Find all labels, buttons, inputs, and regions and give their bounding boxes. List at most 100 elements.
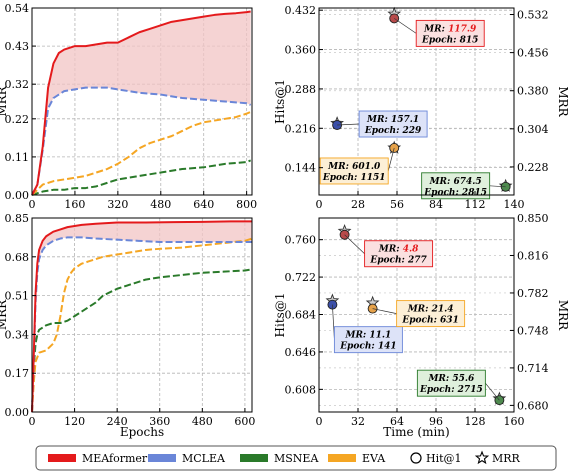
legend: MEAformer MCLEA MSNEA EVA Hit@1 MRR <box>35 445 557 471</box>
series-line-eva <box>31 110 252 196</box>
y-tick-label: 0.722 <box>285 271 317 284</box>
annotation-mr-label: MR: <box>366 115 391 125</box>
legend-label: MSNEA <box>274 452 319 465</box>
annotation-mr-value: 4.8 <box>403 245 419 255</box>
annotation-mr-mclea: MR: 11.1 <box>344 331 391 341</box>
annotation-mr-label: MR: <box>407 305 432 315</box>
y2-tick-label: 0.680 <box>517 399 549 412</box>
y-tick-label: 0.684 <box>285 309 317 322</box>
annotation-leader-msnea <box>485 382 500 401</box>
y2-tick-label: 0.456 <box>517 47 549 60</box>
annotation-mr-meaformer: MR: 4.8 <box>378 245 419 255</box>
legend-swatch-msnea <box>240 454 268 462</box>
annotation-mr-msnea: MR: 674.5 <box>429 177 482 187</box>
annotation-mr-value: 21.4 <box>431 305 454 315</box>
y-tick-label: 0.288 <box>285 83 317 96</box>
y-axis-label: Hits@1 <box>273 79 287 124</box>
annotation-mr-eva: MR: 21.4 <box>407 305 454 315</box>
x-tick-label: 600 <box>234 415 255 428</box>
y-tick-label: 0.85 <box>5 212 30 225</box>
series-line-eva <box>31 237 253 413</box>
annotation-mr-value: 601.0 <box>352 162 381 172</box>
series-line-mclea <box>31 236 252 413</box>
series-line-meaformer <box>31 10 251 196</box>
legend-label: EVA <box>362 452 386 465</box>
annotation-epoch-msnea: Epoch: 2715 <box>419 385 483 395</box>
x-tick-label: 480 <box>150 198 171 211</box>
annotation-leader-meaformer <box>344 234 365 254</box>
y-axis-label: MRR <box>0 299 9 330</box>
y-tick-label: 0.51 <box>5 290 30 303</box>
y-axis-label: Hits@1 <box>273 293 287 338</box>
annotation-epoch-eva: Epoch: 1151 <box>322 173 386 183</box>
y2-axis-label: MRR <box>556 86 568 117</box>
y2-tick-label: 0.228 <box>517 161 549 174</box>
plot-frame <box>318 7 515 196</box>
series-line-msnea <box>31 268 253 413</box>
legend-swatch-eva <box>328 454 356 462</box>
y2-tick-label: 0.748 <box>517 324 549 337</box>
annotation-box-msnea <box>416 369 486 397</box>
x-tick-label: 480 <box>192 415 213 428</box>
plot-frame <box>31 7 253 196</box>
annotation-leader-mclea <box>337 123 360 126</box>
y-tick-label: 0.32 <box>5 78 30 91</box>
legend-label: MCLEA <box>182 452 226 465</box>
y2-tick-label: 0.380 <box>517 85 549 98</box>
y-tick-label: 0.43 <box>5 40 30 53</box>
x-tick-label: 96 <box>429 415 443 428</box>
series-line-msnea <box>31 159 252 196</box>
y-tick-label: 0.646 <box>285 346 317 359</box>
y-tick-label: 0.17 <box>5 367 30 380</box>
plot-frame <box>31 217 253 413</box>
annotation-mr-value: 55.6 <box>452 374 475 384</box>
y-tick-label: 0.22 <box>5 113 30 126</box>
y2-tick-label: 0.532 <box>517 9 549 22</box>
y-tick-label: 0.34 <box>5 328 30 341</box>
y-tick-label: 0.00 <box>5 406 30 419</box>
y2-tick-label: 0.304 <box>517 123 549 136</box>
annotation-epoch-mclea: Epoch: 141 <box>339 342 396 352</box>
annotation-box-mclea <box>333 326 403 354</box>
legend-circle-icon <box>410 452 422 464</box>
series-line-meaformer <box>31 220 252 413</box>
annotation-leader-eva <box>372 308 397 314</box>
y-tick-label: 0.54 <box>5 2 30 15</box>
fill-between-area <box>32 221 252 412</box>
annotation-box-msnea <box>421 172 491 200</box>
legend-label: MEAformer <box>82 452 148 465</box>
legend-swatch-meaformer <box>48 454 76 462</box>
x-tick-label: 160 <box>64 198 85 211</box>
annotation-epoch-meaformer: Epoch: 815 <box>421 35 478 45</box>
legend-frame <box>35 445 557 471</box>
x-axis-label: Time (min) <box>383 425 449 439</box>
annotation-mr-label: MR: <box>427 374 452 384</box>
x-tick-label: 128 <box>465 415 486 428</box>
y-tick-label: 0.00 <box>5 189 30 202</box>
series-line-mclea <box>31 86 252 196</box>
annotation-mr-label: MR: <box>429 177 454 187</box>
x-tick-label: 320 <box>107 198 128 211</box>
y-tick-label: 0.360 <box>285 44 317 57</box>
annotation-mr-label: MR: <box>423 24 448 34</box>
annotation-mr-label: MR: <box>378 245 403 255</box>
annotation-mr-value: 157.1 <box>391 115 419 125</box>
y2-tick-label: 0.816 <box>517 249 549 262</box>
x-tick-label: 64 <box>390 415 404 428</box>
annotation-mr-msnea: MR: 55.6 <box>427 374 475 384</box>
x-axis-label: Epochs <box>120 425 164 439</box>
annotation-leader-eva <box>387 147 395 172</box>
y-axis-label: MRR <box>0 85 9 116</box>
y-tick-label: 0.144 <box>285 162 317 175</box>
y2-axis-label: MRR <box>556 300 568 331</box>
annotation-epoch-eva: Epoch: 631 <box>401 316 458 326</box>
y-tick-label: 0.216 <box>285 122 317 135</box>
y2-tick-label: 0.714 <box>517 362 549 375</box>
annotation-mr-meaformer: MR: 117.9 <box>423 24 477 34</box>
annotation-epoch-meaformer: Epoch: 277 <box>369 256 427 266</box>
annotation-mr-value: 117.9 <box>448 24 477 34</box>
annotation-leader-meaformer <box>394 18 417 34</box>
